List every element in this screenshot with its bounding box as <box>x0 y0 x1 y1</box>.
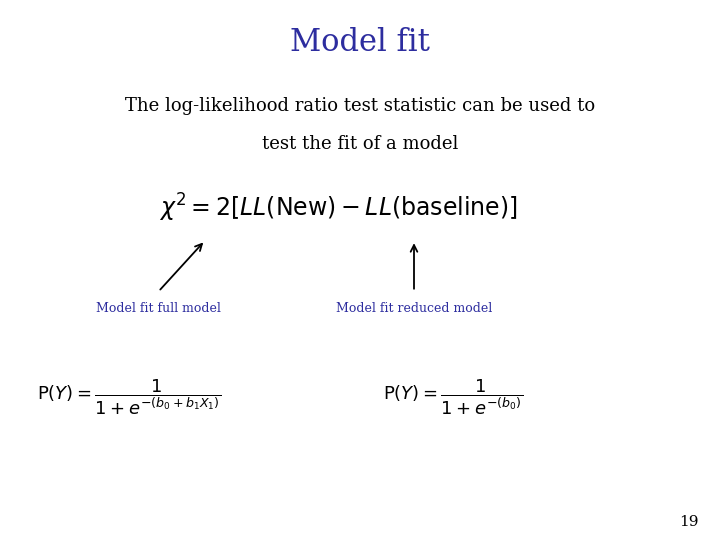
Text: test the fit of a model: test the fit of a model <box>262 135 458 153</box>
Text: 19: 19 <box>679 515 698 529</box>
Text: Model fit full model: Model fit full model <box>96 302 221 315</box>
Text: $\mathrm{P}(Y) = \dfrac{1}{1 + e^{-(b_0)}}$: $\mathrm{P}(Y) = \dfrac{1}{1 + e^{-(b_0)… <box>384 378 523 417</box>
Text: $\mathrm{P}(Y) = \dfrac{1}{1 + e^{-(b_0+b_1X_1)}}$: $\mathrm{P}(Y) = \dfrac{1}{1 + e^{-(b_0+… <box>37 378 222 417</box>
Text: The log-likelihood ratio test statistic can be used to: The log-likelihood ratio test statistic … <box>125 97 595 115</box>
Text: $\chi^2 = 2[LL(\mathrm{New}) - LL(\mathrm{baseline})]$: $\chi^2 = 2[LL(\mathrm{New}) - LL(\mathr… <box>159 192 518 224</box>
Text: Model fit: Model fit <box>290 27 430 58</box>
Text: Model fit reduced model: Model fit reduced model <box>336 302 492 315</box>
